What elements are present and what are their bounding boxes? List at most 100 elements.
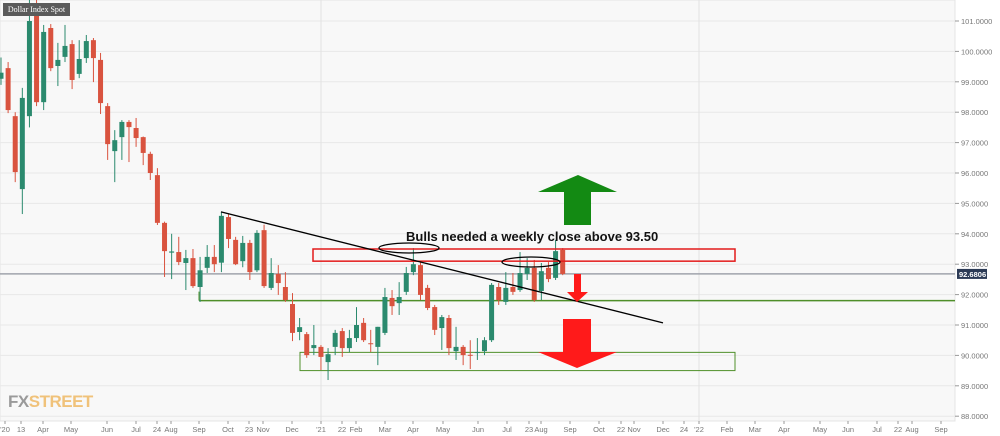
candle-body [510,287,516,292]
candle-body [517,273,523,291]
candle-body [481,340,487,352]
fxstreet-logo: FXSTREET [8,392,93,412]
y-tick-label: 90.0000 [961,351,988,360]
x-tick-label: May [813,425,827,434]
x-tick-label: Mar [379,425,392,434]
candle-body [354,325,359,339]
candle-body [12,116,18,173]
candle-body [297,327,303,332]
logo-street: STREET [28,392,94,411]
candle-body [98,59,104,104]
y-tick-label: 88.0000 [961,412,988,421]
y-tick-label: 97.0000 [961,139,988,148]
candle-body [26,21,32,117]
resistance-zone [312,248,736,262]
candle-body [467,354,473,356]
candle-body [503,287,509,302]
candle-body [105,106,111,145]
x-tick-label: Aug [534,425,547,434]
support-zone [299,351,736,372]
candle-body [268,273,274,288]
x-tick-label: Sep [934,425,947,434]
x-tick-label: Feb [350,425,363,434]
y-tick-label: 92.0000 [961,291,988,300]
candle-body [325,354,331,363]
highlight-ellipse [501,256,561,268]
candle-body [531,267,537,301]
candle-body [368,343,374,345]
current-price-label: 92.6806 [959,270,986,279]
y-tick-label: 94.0000 [961,230,988,239]
candle-body [361,322,367,341]
candle-body [417,265,423,295]
candle-body [332,332,338,347]
x-tick-label: Jun [101,425,113,434]
x-tick-label: Jun [472,425,484,434]
x-tick-label: 23 [245,425,253,434]
y-tick-label: 93.0000 [961,260,988,269]
candle-body [538,271,544,291]
candle-body [474,352,480,354]
y-tick-label: 91.0000 [961,321,988,330]
x-tick-label: Mar [749,425,762,434]
up-arrow-icon [538,175,617,225]
candle-body [19,97,25,190]
candle-body [524,267,530,274]
x-tick-label: 22 [617,425,625,434]
candle-body [76,59,82,74]
x-tick-label: Jun [842,425,854,434]
x-tick-label: 22 [894,425,902,434]
candle-body [126,121,132,128]
candle-body [290,304,296,333]
candle-body [382,297,388,333]
x-tick-label: '22 [694,425,704,434]
x-tick-label: 23 [525,425,533,434]
candle-body [211,256,217,265]
candle-body [446,318,452,349]
candle-body [275,273,281,284]
y-tick-label: 99.0000 [961,78,988,87]
x-tick-label: Jul [131,425,141,434]
x-tick-label: Dec [656,425,670,434]
x-tick-label: Nov [256,425,270,434]
candle-body [489,284,495,341]
symbol-title: Dollar Index Spot [3,3,70,16]
candle-body [560,249,566,274]
candle-body [375,326,381,347]
x-tick-label: '21 [316,425,326,434]
x-tick-label: May [436,425,450,434]
candle-body [83,41,89,59]
candle-body [318,346,324,357]
candle-body [432,307,438,330]
trendline [220,211,664,324]
candle-body [282,287,288,301]
y-tick-label: 89.0000 [961,382,988,391]
candle-body [396,297,402,304]
candle-body [453,346,459,352]
candle-body [346,338,352,349]
candle-body [112,140,118,152]
candle-body [311,345,317,349]
candle-body [48,27,54,69]
logo-fx: FX [8,392,29,411]
candle-body [197,270,203,287]
candle-body [62,45,68,57]
candle-body [119,121,125,138]
y-tick-label: 95.0000 [961,199,988,208]
candle-body [176,252,182,263]
x-tick-label: Oct [222,425,235,434]
small-down-arrow-icon [567,274,588,302]
down-arrow-icon [538,319,617,368]
candle-body [425,287,431,308]
candle-body [34,5,40,103]
candle-body [240,242,246,262]
candle-body [218,215,224,263]
candle-body [204,256,210,268]
x-tick-label: Jul [872,425,882,434]
current-price-badge [957,268,987,279]
candle-body [339,331,345,349]
candle-body [254,232,260,271]
x-tick-label: '20 [0,425,10,434]
